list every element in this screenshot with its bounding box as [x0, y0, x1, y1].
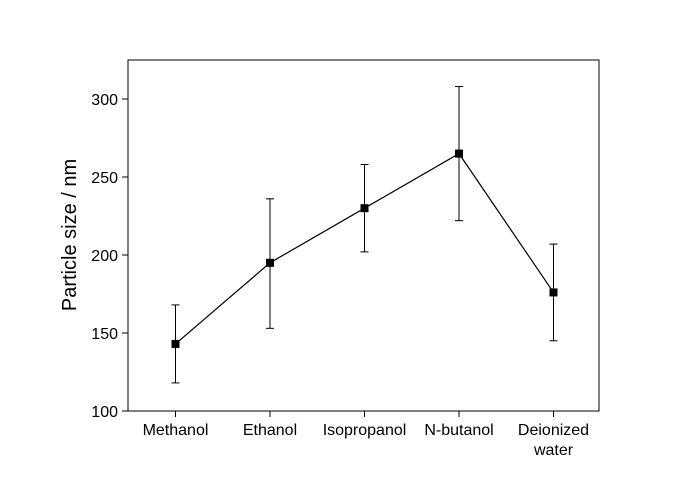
plot-frame	[127, 59, 600, 412]
y-tick-label: 250	[91, 170, 118, 187]
y-tick-label: 200	[91, 248, 118, 265]
y-tick-label: 150	[91, 326, 118, 343]
data-point	[549, 288, 558, 297]
x-tick-label-line: water	[533, 442, 574, 459]
x-tick-label-line: Isopropanol	[323, 422, 407, 439]
x-tick-label-line: Methanol	[143, 422, 209, 439]
x-tick-label: Ethanol	[243, 422, 297, 439]
x-tick-label: Deionized water	[518, 422, 589, 459]
data-point	[171, 339, 180, 348]
x-tick-label: Isopropanol	[323, 422, 407, 439]
x-tick-label-line: N-butanol	[424, 422, 493, 439]
x-axis: Methanol Ethanol Isopropanol N-butanol Deion…	[143, 411, 589, 459]
y-axis-label: Particle size / nm	[59, 159, 81, 311]
data-point	[360, 204, 369, 213]
y-axis: 100 150 200 250 300	[91, 92, 128, 421]
data-point	[455, 149, 463, 158]
x-tick-label: Methanol	[143, 422, 209, 439]
x-tick-label-line: Deionized	[518, 422, 589, 439]
y-tick-label: 100	[91, 404, 118, 421]
series-layer	[171, 86, 558, 384]
data-point	[266, 258, 274, 267]
y-tick-label: 300	[91, 92, 118, 109]
x-tick-label-line: Ethanol	[243, 422, 297, 439]
x-tick-label: N-butanol	[424, 422, 493, 439]
